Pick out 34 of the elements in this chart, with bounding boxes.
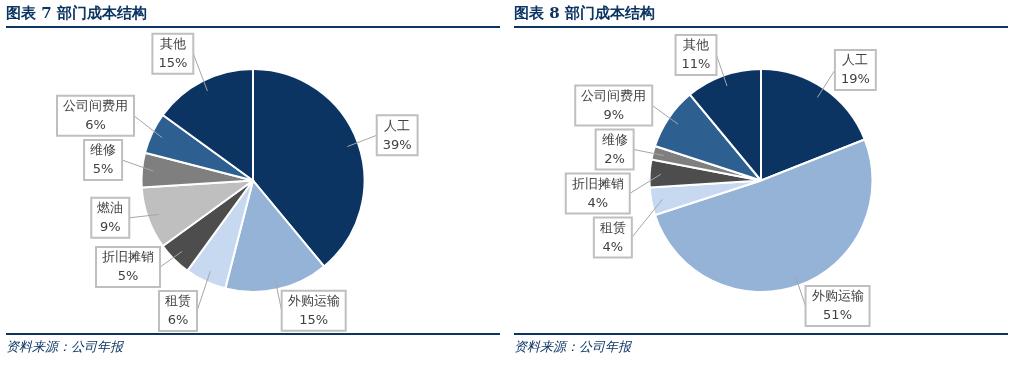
slice-label: 外购运输 xyxy=(811,288,864,304)
slice-label: 人工 xyxy=(842,52,869,68)
slice-label: 折旧摊销 xyxy=(571,175,624,191)
data-label: 11% xyxy=(681,56,711,72)
slice-label: 维修 xyxy=(90,142,117,158)
slice-label: 人工 xyxy=(384,117,411,133)
slice-label: 燃油 xyxy=(97,200,124,216)
text: 资料来源：公司年报 xyxy=(514,333,1008,356)
slice-label: 公司间费用 xyxy=(581,87,647,103)
data-label: 15% xyxy=(158,55,188,71)
slice-label: 折旧摊销 xyxy=(102,249,155,265)
chart-title: 图表 8 部门成本结构 xyxy=(514,2,1008,28)
data-label: 5% xyxy=(92,161,114,177)
slice-label: 租赁 xyxy=(165,293,192,309)
text: 资料来源：公司年报 xyxy=(6,333,500,356)
data-label: 9% xyxy=(99,219,121,235)
slice-label: 公司间费用 xyxy=(63,98,129,114)
data-label: 6% xyxy=(167,312,189,328)
data-label: 9% xyxy=(603,106,625,122)
data-label: 51% xyxy=(823,307,852,323)
slice-label: 维修 xyxy=(601,131,628,147)
slice-label: 外购运输 xyxy=(287,293,340,309)
slice-label: 其他 xyxy=(159,36,186,52)
data-label: 6% xyxy=(85,117,106,133)
data-label: 5% xyxy=(117,268,139,284)
data-label: 4% xyxy=(602,238,624,254)
data-label: 19% xyxy=(840,71,870,87)
chart-title: 图表 7 部门成本结构 xyxy=(6,2,500,28)
data-label: 39% xyxy=(382,136,412,152)
data-label: 4% xyxy=(587,194,609,210)
data-label: 15% xyxy=(299,312,329,328)
data-label: 2% xyxy=(604,150,625,166)
slice-label: 租赁 xyxy=(599,219,626,235)
slice-label: 其他 xyxy=(683,37,710,53)
